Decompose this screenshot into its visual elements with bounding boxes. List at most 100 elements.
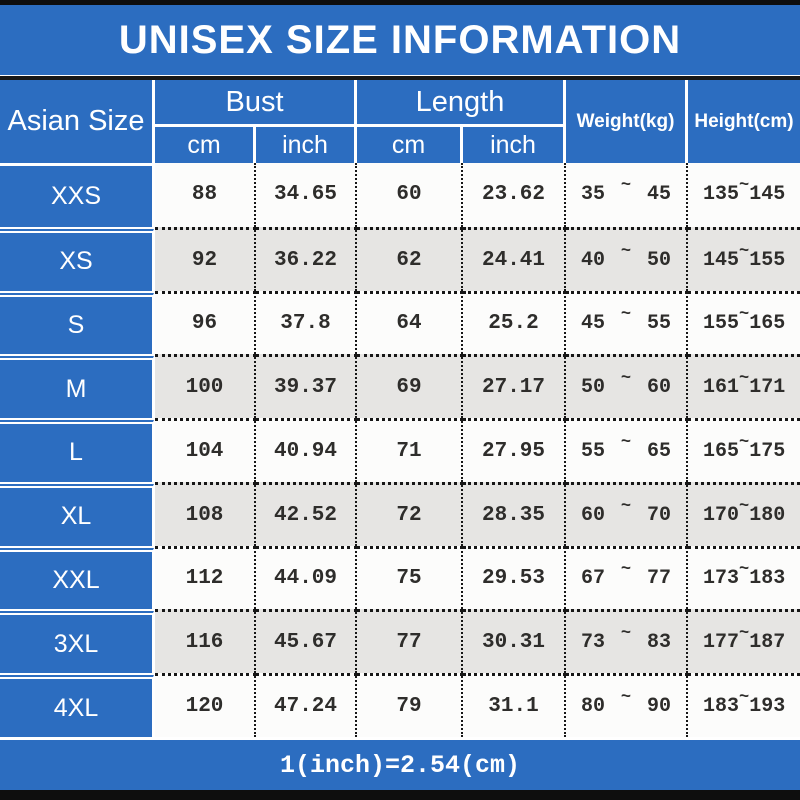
table-row-xxl: XXL 112 44.09 75 29.53 67 ~77 173 ~183 (0, 545, 800, 610)
table-row-l: L 104 40.94 71 27.95 55 ~65 165 ~175 (0, 418, 800, 482)
bottom-black-bar (0, 790, 800, 800)
cell-height-range: 173 ~183 (688, 545, 800, 610)
cell-weight-range: 80 ~90 (566, 673, 688, 737)
top-black-bar (0, 0, 800, 5)
cell-length-cm: 77 (357, 609, 463, 674)
cell-size: M (0, 354, 155, 419)
cell-bust-cm: 112 (155, 545, 256, 610)
tilde: ~ (620, 176, 632, 196)
tilde: ~ (620, 241, 632, 261)
cell-bust-inch: 40.94 (256, 418, 357, 482)
cell-bust-inch: 36.22 (256, 226, 357, 291)
cell-length-cm: 71 (357, 418, 463, 482)
cell-length-cm: 69 (357, 354, 463, 419)
cell-size: XL (0, 481, 155, 546)
cell-weight-range: 60 ~70 (566, 481, 688, 546)
tilde: ~ (739, 176, 750, 196)
cell-length-cm: 79 (357, 673, 463, 737)
cell-weight-range: 45 ~55 (566, 290, 688, 355)
table-body: XXS 88 34.65 60 23.62 35 ~45 135 ~145 XS 9… (0, 163, 800, 737)
cell-length-cm: 62 (357, 226, 463, 291)
column-header-asian-size: Asian Size (0, 80, 152, 163)
cell-height-range: 155 ~165 (688, 290, 800, 355)
tilde: ~ (739, 369, 750, 389)
cell-height-range: 135 ~145 (688, 163, 800, 227)
footer-separator (0, 737, 800, 740)
cell-weight-range: 73 ~83 (566, 609, 688, 674)
divider-highlight (0, 75, 800, 76)
conversion-note: 1(inch)=2.54(cm) (279, 750, 521, 780)
page-title: UNISEX SIZE INFORMATION (118, 17, 682, 62)
tilde: ~ (620, 305, 632, 325)
cell-size: XXL (0, 545, 155, 610)
column-header-weight: Weight(kg) (566, 80, 685, 163)
tilde: ~ (739, 688, 750, 707)
cell-weight-range: 55 ~65 (566, 418, 688, 482)
cell-length-inch: 27.95 (463, 418, 566, 482)
subheader-length-cm: cm (357, 127, 460, 163)
subheader-length-inch: inch (463, 127, 563, 163)
cell-size: 3XL (0, 609, 155, 674)
cell-bust-cm: 108 (155, 481, 256, 546)
cell-bust-inch: 47.24 (256, 673, 357, 737)
cell-length-inch: 27.17 (463, 354, 566, 419)
cell-length-cm: 64 (357, 290, 463, 355)
tilde: ~ (739, 560, 750, 580)
table-row-xxs: XXS 88 34.65 60 23.62 35 ~45 135 ~145 (0, 163, 800, 227)
cell-length-inch: 28.35 (463, 481, 566, 546)
subheader-bust-inch: inch (256, 127, 354, 163)
tilde: ~ (620, 369, 632, 389)
cell-bust-cm: 96 (155, 290, 256, 355)
cell-size: S (0, 290, 155, 355)
cell-length-cm: 75 (357, 545, 463, 610)
tilde: ~ (739, 624, 750, 644)
cell-length-inch: 24.41 (463, 226, 566, 291)
cell-length-inch: 25.2 (463, 290, 566, 355)
cell-weight-range: 35 ~45 (566, 163, 688, 227)
cell-bust-cm: 120 (155, 673, 256, 737)
tilde: ~ (739, 241, 750, 261)
cell-bust-inch: 34.65 (256, 163, 357, 227)
cell-height-range: 177 ~187 (688, 609, 800, 674)
cell-size: 4XL (0, 673, 155, 737)
cell-height-range: 165 ~175 (688, 418, 800, 482)
cell-bust-cm: 104 (155, 418, 256, 482)
column-header-length: Length (357, 80, 563, 124)
tilde: ~ (620, 688, 632, 707)
column-header-height: Height(cm) (688, 80, 800, 163)
cell-bust-cm: 88 (155, 163, 256, 227)
footer-band: 1(inch)=2.54(cm) (0, 740, 800, 790)
cell-bust-cm: 116 (155, 609, 256, 674)
cell-height-range: 183 ~193 (688, 673, 800, 737)
table-header: Asian Size Bust Length Weight(kg) Height… (0, 80, 800, 163)
cell-size: L (0, 418, 155, 482)
table-row-m: M 100 39.37 69 27.17 50 ~60 161 ~171 (0, 354, 800, 419)
cell-height-range: 170 ~180 (688, 481, 800, 546)
cell-length-cm: 72 (357, 481, 463, 546)
tilde: ~ (739, 305, 750, 325)
table-row-xl: XL 108 42.52 72 28.35 60 ~70 170 ~180 (0, 481, 800, 546)
cell-bust-inch: 44.09 (256, 545, 357, 610)
column-header-bust: Bust (155, 80, 354, 124)
tilde: ~ (739, 496, 750, 516)
tilde: ~ (620, 432, 632, 452)
cell-length-inch: 31.1 (463, 673, 566, 737)
table-row-3xl: 3XL 116 45.67 77 30.31 73 ~83 177 ~187 (0, 609, 800, 674)
cell-bust-inch: 42.52 (256, 481, 357, 546)
cell-length-inch: 23.62 (463, 163, 566, 227)
cell-bust-cm: 92 (155, 226, 256, 291)
cell-length-inch: 29.53 (463, 545, 566, 610)
cell-height-range: 145 ~155 (688, 226, 800, 291)
cell-size: XS (0, 226, 155, 291)
subheader-bust-cm: cm (155, 127, 253, 163)
cell-bust-cm: 100 (155, 354, 256, 419)
cell-weight-range: 67 ~77 (566, 545, 688, 610)
cell-length-inch: 30.31 (463, 609, 566, 674)
tilde: ~ (739, 432, 750, 452)
dark-divider (0, 76, 800, 80)
cell-length-cm: 60 (357, 163, 463, 227)
table-row-4xl: 4XL 120 47.24 79 31.1 80 ~90 183 ~193 (0, 673, 800, 737)
table-row-xs: XS 92 36.22 62 24.41 40 ~50 145 ~155 (0, 226, 800, 291)
tilde: ~ (620, 496, 632, 516)
